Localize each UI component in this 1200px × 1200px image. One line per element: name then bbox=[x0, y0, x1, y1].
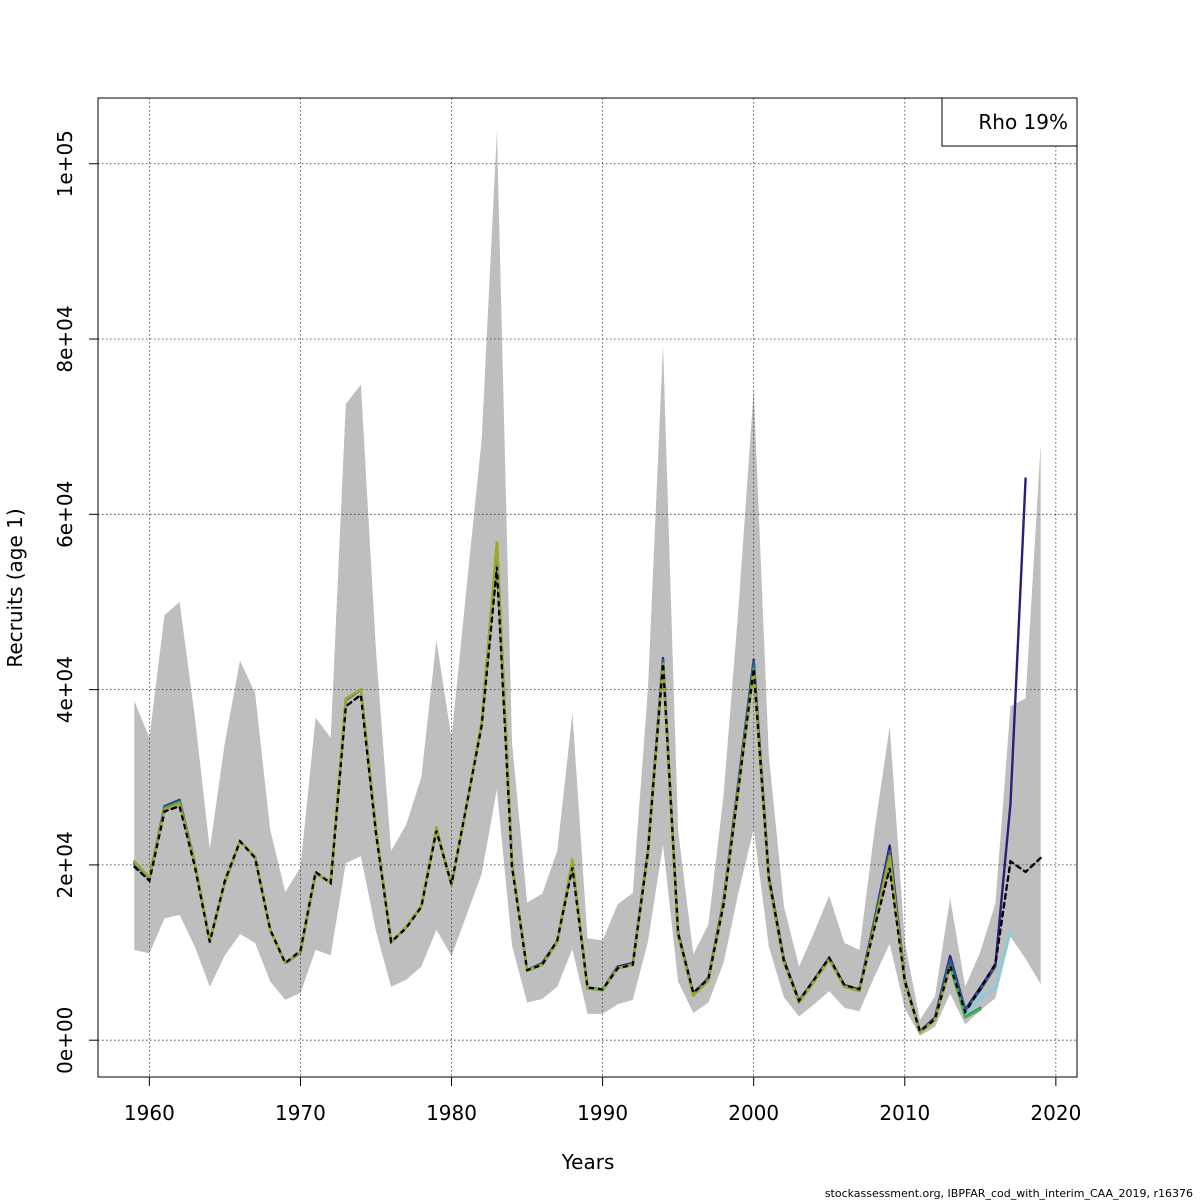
caption: stockassessment.org, IBPFAR_cod_with_int… bbox=[825, 1187, 1193, 1200]
y-tick-label: 2e+04 bbox=[53, 831, 77, 898]
grid-layer bbox=[98, 98, 1077, 1077]
x-tick-label: 2000 bbox=[728, 1101, 779, 1125]
confidence-band bbox=[134, 131, 1041, 1036]
y-axis-title: Recruits (age 1) bbox=[3, 508, 27, 667]
legend-box bbox=[941, 97, 1078, 147]
y-tick-label: 1e+05 bbox=[53, 130, 77, 197]
x-tick-label: 1990 bbox=[577, 1101, 628, 1125]
x-axis: 1960 1970 1980 1990 2000 2010 2020 bbox=[124, 1077, 1081, 1125]
x-tick-label: 2020 bbox=[1030, 1101, 1081, 1125]
series-layer bbox=[133, 477, 1042, 1034]
series-line-6 bbox=[964, 930, 1012, 1016]
x-tick-label: 2010 bbox=[879, 1101, 930, 1125]
y-tick-label: 4e+04 bbox=[53, 656, 77, 723]
y-axis: 0e+00 2e+04 4e+04 6e+04 8e+04 1e+05 bbox=[53, 130, 98, 1074]
y-tick-label: 6e+04 bbox=[53, 481, 77, 548]
confidence-band-layer bbox=[134, 131, 1041, 1036]
x-tick-label: 1960 bbox=[124, 1101, 175, 1125]
plot-frame bbox=[97, 97, 1078, 1078]
reference-series-line-overlay bbox=[133, 566, 1042, 1034]
legend: Rho 19% bbox=[941, 97, 1078, 147]
legend-label: Rho 19% bbox=[978, 110, 1068, 134]
y-tick-label: 0e+00 bbox=[53, 1007, 77, 1074]
series-line-7 bbox=[133, 541, 952, 1034]
x-tick-label: 1980 bbox=[426, 1101, 477, 1125]
x-axis-title: Years bbox=[561, 1150, 615, 1174]
y-tick-label: 8e+04 bbox=[53, 305, 77, 372]
x-tick-label: 1970 bbox=[275, 1101, 326, 1125]
